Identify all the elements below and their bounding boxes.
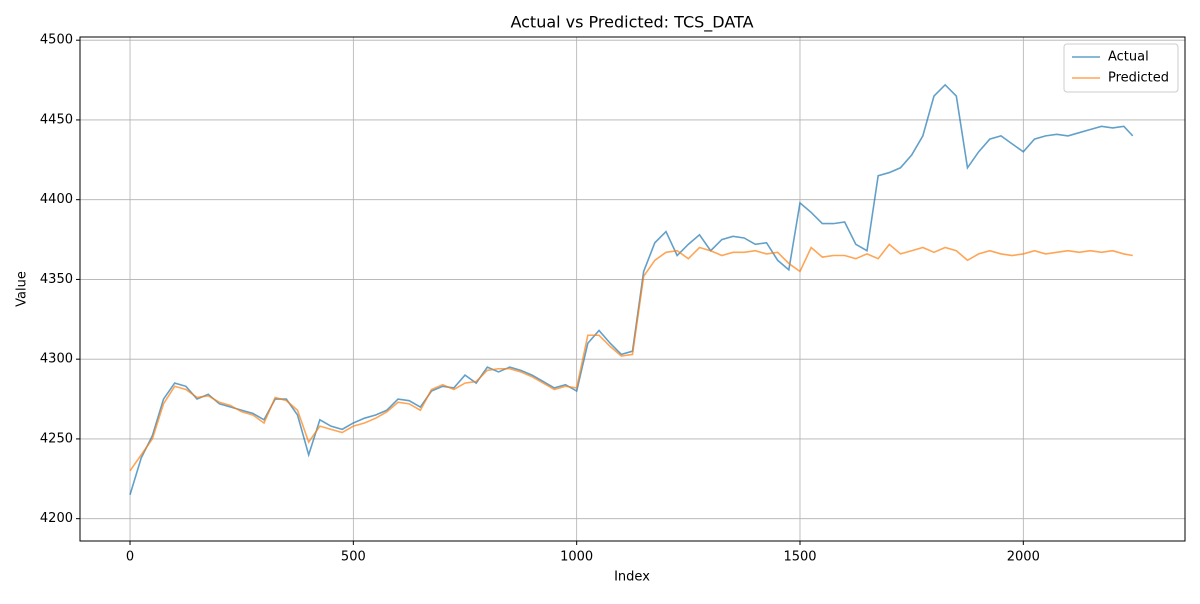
x-tick-label: 2000	[1007, 550, 1040, 565]
plot-frame	[79, 36, 1186, 542]
line-series	[129, 243, 1133, 472]
y-tick-label: 4400	[40, 192, 73, 207]
y-tick-label: 4200	[40, 511, 73, 526]
y-tick-label: 4250	[40, 431, 73, 446]
y-axis-label: Value	[15, 271, 30, 307]
line-series	[129, 83, 1134, 495]
legend-box	[1063, 43, 1179, 93]
y-tick-label: 4300	[40, 352, 73, 367]
y-tick-label: 4500	[40, 33, 73, 48]
x-tick-label: 1500	[783, 550, 816, 565]
legend-label: Actual	[1108, 50, 1149, 65]
chart-title: Actual vs Predicted: TCS_DATA	[510, 13, 753, 33]
y-tick-label: 4450	[40, 112, 73, 127]
x-tick-label: 1000	[560, 550, 593, 565]
x-tick-label: 500	[341, 550, 366, 565]
x-tick-label: 0	[126, 550, 134, 565]
legend-label: Predicted	[1108, 71, 1169, 86]
x-axis-label: Index	[614, 570, 650, 585]
y-tick-label: 4350	[40, 272, 73, 287]
